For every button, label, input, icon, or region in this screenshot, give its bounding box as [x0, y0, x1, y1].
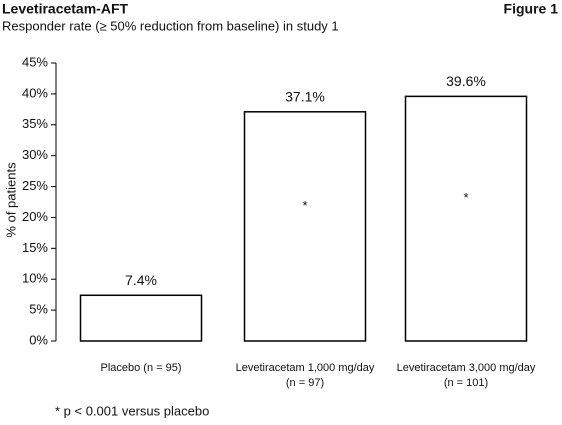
y-tick-label: 10%	[22, 271, 48, 286]
x-tick-label: Placebo (n = 95)	[100, 362, 181, 374]
y-tick-label: 25%	[22, 178, 48, 193]
chart-title: Levetiracetam-AFT	[2, 1, 128, 17]
y-tick-label: 0%	[29, 332, 48, 347]
figure-label: Figure 1	[504, 1, 559, 17]
bar	[79, 294, 203, 342]
y-tick-label: 5%	[29, 302, 48, 317]
footnote: * p < 0.001 versus placebo	[55, 403, 209, 418]
y-axis-label: % of patients	[3, 162, 18, 238]
significance-marker: *	[302, 198, 307, 213]
y-tick-label: 15%	[22, 240, 48, 255]
significance-marker: *	[463, 190, 468, 205]
chart-subtitle: Responder rate (≥ 50% reduction from bas…	[2, 18, 339, 33]
y-tick-label: 35%	[22, 116, 48, 131]
y-tick-label: 40%	[22, 85, 48, 100]
bar	[404, 95, 528, 342]
x-tick-label: Levetiracetam 1,000 mg/day (n = 97)	[236, 362, 375, 389]
y-tick-label: 45%	[22, 54, 48, 69]
x-tick-label: Levetiracetam 3,000 mg/day (n = 101)	[397, 362, 536, 389]
value-label: 39.6%	[446, 73, 486, 89]
bar	[243, 111, 367, 342]
y-tick-label: 30%	[22, 147, 48, 162]
value-label: 7.4%	[125, 272, 157, 288]
value-label: 37.1%	[285, 89, 325, 105]
y-tick-label: 20%	[22, 209, 48, 224]
